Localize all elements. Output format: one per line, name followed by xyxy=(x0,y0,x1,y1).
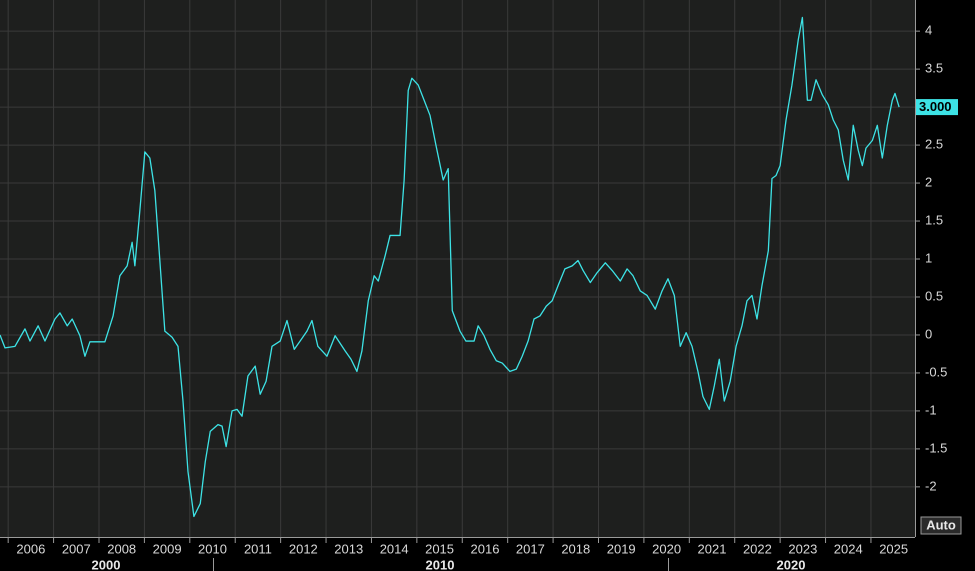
x-tick-label: 2023 xyxy=(788,541,817,556)
x-tick-label: 2024 xyxy=(834,541,863,556)
last-value-label: 3.000 xyxy=(919,99,952,114)
x-tick-label: 2013 xyxy=(334,541,363,556)
y-tick-label: 2.5 xyxy=(925,137,943,152)
x-tick-label: 2017 xyxy=(516,541,545,556)
y-tick-label: 4 xyxy=(925,23,932,38)
x-tick-label: 2015 xyxy=(425,541,454,556)
x-tick-label: 2025 xyxy=(879,541,908,556)
last-value-tag xyxy=(916,99,958,116)
x-tick-label: 2016 xyxy=(471,541,500,556)
x-tick-label: 2018 xyxy=(561,541,590,556)
x-tick-label: 2011 xyxy=(244,541,272,556)
x-tick-label: 2006 xyxy=(16,541,45,556)
decade-label: 2020 xyxy=(777,557,806,571)
decade-label: 2000 xyxy=(92,557,121,571)
x-tick-label: 2010 xyxy=(198,541,227,556)
x-tick-label: 2008 xyxy=(107,541,136,556)
y-tick-label: -1 xyxy=(925,402,937,417)
x-tick-label: 2007 xyxy=(62,541,91,556)
auto-button-label[interactable]: Auto xyxy=(926,517,956,532)
x-tick-label: 2014 xyxy=(380,541,409,556)
x-tick-label: 2020 xyxy=(652,541,681,556)
x-tick-label: 2019 xyxy=(607,541,636,556)
y-tick-label: -0.5 xyxy=(925,364,947,379)
y-tick-label: -1.5 xyxy=(925,440,947,455)
y-tick-label: 3.5 xyxy=(925,61,943,76)
auto-button[interactable] xyxy=(920,516,962,535)
x-tick-label: 2012 xyxy=(289,541,318,556)
x-tick-label: 2009 xyxy=(153,541,182,556)
x-tick-label: 2021 xyxy=(698,541,727,556)
data-line xyxy=(0,16,900,518)
y-tick-label: 1 xyxy=(925,250,932,265)
y-tick-label: 0.5 xyxy=(925,288,943,303)
y-tick-label: 0 xyxy=(925,326,932,341)
x-tick-label: 2022 xyxy=(743,541,772,556)
y-tick-label: 2 xyxy=(925,174,932,189)
y-tick-label: 1.5 xyxy=(925,212,943,227)
y-tick-label: -2 xyxy=(925,478,937,493)
decade-label: 2010 xyxy=(426,557,455,571)
plot-background xyxy=(0,0,915,537)
